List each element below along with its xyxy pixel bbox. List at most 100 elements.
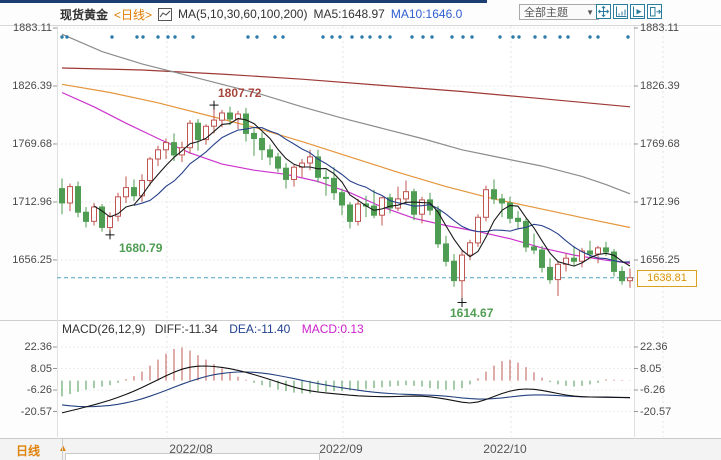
- candle[interactable]: [579, 250, 585, 262]
- candle[interactable]: [243, 113, 249, 134]
- candle[interactable]: [515, 217, 521, 222]
- candle[interactable]: [619, 271, 625, 282]
- candle[interactable]: [99, 206, 105, 228]
- event-dot: [350, 35, 354, 39]
- candle[interactable]: [531, 246, 537, 251]
- price-axis-label-right: 1712.96: [640, 195, 680, 208]
- candle[interactable]: [331, 177, 337, 194]
- candle[interactable]: [499, 198, 505, 204]
- candle[interactable]: [459, 254, 465, 282]
- axis-play-button[interactable]: [630, 4, 645, 19]
- candle[interactable]: [467, 242, 473, 256]
- candle[interactable]: [267, 149, 273, 158]
- candle[interactable]: [251, 132, 257, 139]
- candle[interactable]: [203, 125, 209, 141]
- tab-daily[interactable]: 日线: [16, 444, 41, 458]
- event-dot: [388, 35, 392, 39]
- candle[interactable]: [315, 156, 321, 178]
- candle[interactable]: [227, 112, 233, 120]
- candle[interactable]: [339, 192, 345, 206]
- candle[interactable]: [147, 158, 153, 181]
- candle[interactable]: [491, 189, 497, 200]
- event-dot: [368, 35, 372, 39]
- candle[interactable]: [539, 249, 545, 268]
- ma10-value: MA10:1646.0: [390, 7, 463, 21]
- candle[interactable]: [571, 257, 577, 262]
- macd-axis-label-left: -20.57: [20, 405, 52, 418]
- candle[interactable]: [187, 122, 193, 149]
- low-price-annotation-2: 1614.67: [450, 306, 494, 321]
- candle[interactable]: [355, 203, 361, 222]
- event-dot: [281, 35, 285, 39]
- candle[interactable]: [411, 191, 417, 215]
- candle[interactable]: [523, 220, 529, 248]
- event-dot: [588, 35, 592, 39]
- event-dot: [533, 35, 537, 39]
- low-price-annotation-1: 1680.79: [119, 240, 163, 255]
- price-axis-label-left: 1656.25: [12, 253, 52, 266]
- macd-axis-label-right: 22.36: [640, 341, 668, 353]
- candle[interactable]: [347, 204, 353, 222]
- candle[interactable]: [211, 119, 217, 127]
- theme-dropdown[interactable]: 全部主题 ▼: [519, 4, 599, 20]
- candle[interactable]: [91, 206, 97, 222]
- candle[interactable]: [83, 211, 89, 222]
- price-axis-label-left: 1883.11: [13, 22, 52, 34]
- candle[interactable]: [131, 187, 137, 197]
- candle[interactable]: [171, 142, 177, 156]
- macd-diff-value: DIFF:-11.34: [154, 322, 218, 336]
- event-dot: [596, 35, 600, 39]
- candle[interactable]: [587, 250, 593, 255]
- candle[interactable]: [435, 209, 441, 245]
- candle[interactable]: [419, 199, 425, 215]
- pane-export-button[interactable]: [647, 4, 662, 19]
- candle[interactable]: [283, 167, 289, 180]
- ma-line-ma100: [61, 33, 631, 195]
- candle[interactable]: [67, 186, 73, 204]
- ma5-value: MA5:1648.97: [313, 7, 385, 21]
- event-dot: [330, 35, 334, 39]
- candle[interactable]: [483, 189, 489, 218]
- candle[interactable]: [379, 197, 385, 216]
- candle[interactable]: [195, 122, 201, 141]
- candle[interactable]: [323, 176, 329, 179]
- candle[interactable]: [555, 263, 561, 281]
- price-axis-label-left: 1712.96: [12, 195, 52, 208]
- candle[interactable]: [595, 247, 601, 255]
- event-dot: [470, 35, 474, 39]
- candle[interactable]: [603, 247, 609, 253]
- candle[interactable]: [163, 142, 169, 151]
- ma-line-ma5: [93, 117, 631, 267]
- macd-axis-label-right: -20.57: [640, 405, 672, 418]
- candle[interactable]: [259, 138, 265, 151]
- candle[interactable]: [547, 266, 553, 281]
- candle[interactable]: [627, 277, 633, 282]
- macd-macd-value: MACD:0.13: [301, 322, 364, 336]
- candle[interactable]: [387, 197, 393, 209]
- range-scrollbar-thumb[interactable]: [65, 453, 320, 460]
- candle[interactable]: [59, 188, 65, 204]
- axis-scale-button[interactable]: [613, 4, 628, 19]
- symbol-name: 现货黄金: [60, 7, 109, 22]
- candle[interactable]: [123, 187, 129, 198]
- candle[interactable]: [291, 166, 297, 180]
- candle[interactable]: [403, 191, 409, 200]
- move-crosshair-button[interactable]: [596, 4, 611, 19]
- candle[interactable]: [75, 186, 81, 213]
- candles-group[interactable]: [59, 105, 633, 303]
- candle[interactable]: [443, 243, 449, 262]
- candle[interactable]: [107, 215, 113, 229]
- event-dot: [543, 35, 547, 39]
- candle[interactable]: [451, 260, 457, 282]
- candle[interactable]: [507, 202, 513, 219]
- candle[interactable]: [155, 149, 161, 160]
- candle[interactable]: [611, 251, 617, 272]
- candle[interactable]: [475, 216, 481, 244]
- candle[interactable]: [275, 156, 281, 169]
- candle[interactable]: [219, 112, 225, 121]
- move-crosshair-icon: [597, 5, 610, 18]
- candle[interactable]: [307, 156, 313, 164]
- event-dot: [191, 35, 195, 39]
- candle[interactable]: [115, 196, 121, 217]
